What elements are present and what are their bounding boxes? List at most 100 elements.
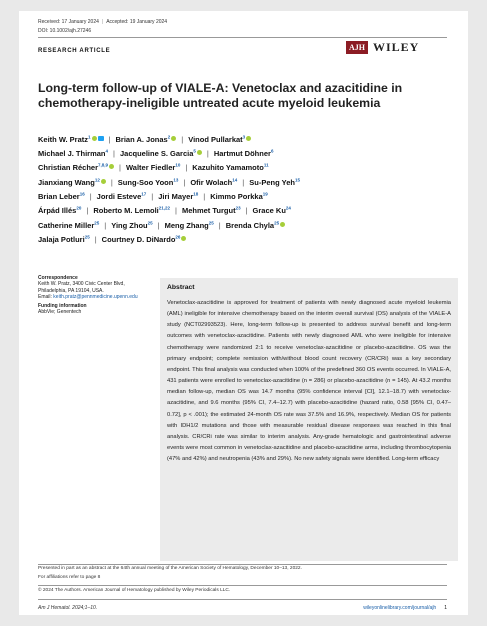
author-separator: | <box>94 234 97 244</box>
author-name: Brian A. Jonas <box>115 134 168 144</box>
footer-divider <box>38 599 447 600</box>
author-separator: | <box>203 191 206 201</box>
affiliation-marker[interactable]: 25 <box>84 234 90 240</box>
affiliation-marker[interactable]: 26 <box>175 234 181 240</box>
affiliation-marker[interactable]: 12 <box>94 177 100 183</box>
author[interactable]: Mehmet Turgut23 <box>182 205 241 216</box>
author[interactable]: Kimmo Porkka19 <box>210 191 268 201</box>
affiliation-marker[interactable]: 10 <box>175 162 181 168</box>
affiliation-marker[interactable]: 13 <box>173 177 179 183</box>
abstract-text: Venetoclax-azacitidine is approved for t… <box>167 300 451 463</box>
email-link[interactable]: keith.pratz@pennmedicine.upenn.edu <box>53 294 138 301</box>
author[interactable]: Brian Leber16 <box>38 191 85 201</box>
author[interactable]: Kazuhito Yamamoto11 <box>192 162 269 173</box>
affiliation-marker[interactable]: 19 <box>262 191 268 197</box>
author[interactable]: Brian A. Jonas2 <box>115 134 177 144</box>
affiliation-marker[interactable]: 25 <box>147 220 153 226</box>
author-name: Ying Zhou <box>111 220 148 230</box>
orcid-icon[interactable] <box>100 178 106 184</box>
affiliation-marker[interactable]: 6 <box>270 148 274 154</box>
author[interactable]: Grace Ku24 <box>253 205 291 216</box>
author[interactable]: Roberto M. Lemoli21,22 <box>93 205 171 216</box>
author-row: Christian Récher7,8,9 | Walter Fiedler10 | K… <box>38 160 458 174</box>
author-row: Jianxiang Wang12 | Sung-Soo Yoon13 | Ofir Wo… <box>38 174 458 188</box>
correspondence-line: Keith W. Pratz, 3400 Civic Center Blvd, <box>38 281 125 288</box>
author-row: Keith W. Pratz1 | Brian A. Jonas2 | Vinod Pu… <box>38 131 458 145</box>
author[interactable]: Ofir Wolach14 <box>190 177 238 187</box>
affiliation-marker[interactable]: 18 <box>193 191 199 197</box>
header-divider <box>38 37 447 38</box>
author[interactable]: Su-Peng Yeh15 <box>249 177 300 187</box>
abstract-heading: Abstract <box>167 284 195 291</box>
affiliation-marker[interactable]: 16 <box>79 191 85 197</box>
orcid-icon[interactable] <box>246 135 252 141</box>
affiliation-marker[interactable]: 4 <box>105 148 109 154</box>
author[interactable]: Christian Récher7,8,9 <box>38 162 115 172</box>
affiliation-marker[interactable]: 11 <box>263 162 269 168</box>
journal-logo: AJH <box>346 41 368 54</box>
author[interactable]: Jordi Esteve17 <box>96 191 147 201</box>
author-separator: | <box>218 220 221 230</box>
orcid-icon[interactable] <box>109 164 115 170</box>
author[interactable]: Michael J. Thirman4 <box>38 148 109 158</box>
author-name: Brian Leber <box>38 191 80 201</box>
abstract-box: Abstract Venetoclax-azacitidine is appro… <box>160 278 458 561</box>
author[interactable]: Catherine Miller25 <box>38 220 100 230</box>
affiliation-marker[interactable]: 3 <box>242 134 246 139</box>
affiliation-marker[interactable]: 25 <box>94 220 100 226</box>
affiliation-marker[interactable]: 24 <box>285 205 291 211</box>
author[interactable]: Vinod Pullarkat3 <box>188 134 252 144</box>
author-name: Ofir Wolach <box>190 177 233 187</box>
affiliation-marker[interactable]: 2 <box>167 134 171 139</box>
author-name: Árpád Illés <box>38 206 77 216</box>
affiliation-marker[interactable]: 21,22 <box>158 205 171 211</box>
doi[interactable]: DOI: 10.1002/ajh.27246 <box>38 28 92 34</box>
author[interactable]: Sung-Soo Yoon13 <box>118 177 179 187</box>
author-name: Jalaja Potluri <box>38 234 85 244</box>
author-separator: | <box>89 191 92 201</box>
author[interactable]: Jianxiang Wang12 <box>38 177 106 187</box>
author[interactable]: Jalaja Potluri25 <box>38 234 90 244</box>
journal-url[interactable]: wileyonlinelibrary.com/journal/ajh <box>363 605 437 611</box>
author[interactable]: Jiri Mayer18 <box>158 191 199 201</box>
received-date: Received: 17 January 2024 <box>38 19 99 25</box>
author[interactable]: Meng Zhang25 <box>165 220 214 230</box>
author-separator: | <box>113 148 115 158</box>
orcid-icon[interactable] <box>181 235 187 241</box>
article-title: Long-term follow-up of VIALE-A: Venetocl… <box>38 81 403 110</box>
author[interactable]: Courtney D. DiNardo26 <box>102 234 187 244</box>
funding-heading: Funding information <box>38 303 87 309</box>
citation: Am J Hematol. 2024;1–10. <box>38 605 98 611</box>
author[interactable]: Jacqueline S. Garcia5 <box>120 148 202 158</box>
affiliation-marker[interactable]: 25 <box>274 220 280 226</box>
orcid-icon[interactable] <box>280 221 286 227</box>
author-separator: | <box>151 191 154 201</box>
affiliation-marker[interactable]: 7,8,9 <box>98 162 109 168</box>
affiliation-marker[interactable]: 15 <box>294 177 300 183</box>
author[interactable]: Keith W. Pratz1 <box>38 134 104 144</box>
author[interactable]: Ying Zhou25 <box>111 220 153 230</box>
author[interactable]: Hartmut Döhner6 <box>213 148 274 158</box>
article-page: Received: 17 January 2024 | Accepted: 19 J… <box>19 11 468 615</box>
author-separator: | <box>245 206 248 216</box>
affiliation-marker[interactable]: 23 <box>235 205 241 211</box>
affiliation-marker[interactable]: 5 <box>193 148 196 154</box>
twitter-icon[interactable] <box>97 135 104 141</box>
affiliation-marker[interactable]: 20 <box>76 205 82 211</box>
journal-url-footer: wileyonlinelibrary.com/journal/ajh 1 <box>363 605 447 611</box>
affiliation-marker[interactable]: 25 <box>208 220 214 226</box>
author[interactable]: Árpád Illés20 <box>38 205 82 216</box>
author-name: Keith W. Pratz <box>38 134 89 144</box>
affiliation-marker[interactable]: 17 <box>141 191 147 197</box>
author-name: Jordi Esteve <box>96 191 142 201</box>
presented-note: Presented in part as an abstract at the … <box>38 566 302 571</box>
orcid-icon[interactable] <box>91 135 97 141</box>
author[interactable]: Walter Fiedler10 <box>126 162 181 173</box>
orcid-icon[interactable] <box>171 135 177 141</box>
author-name: Catherine Miller <box>38 220 95 230</box>
affiliation-marker[interactable]: 1 <box>88 134 91 139</box>
orcid-icon[interactable] <box>196 149 202 155</box>
affiliation-marker[interactable]: 14 <box>232 177 238 183</box>
author-name: Hartmut Döhner <box>213 148 271 158</box>
author[interactable]: Brenda Chyla25 <box>226 220 286 230</box>
